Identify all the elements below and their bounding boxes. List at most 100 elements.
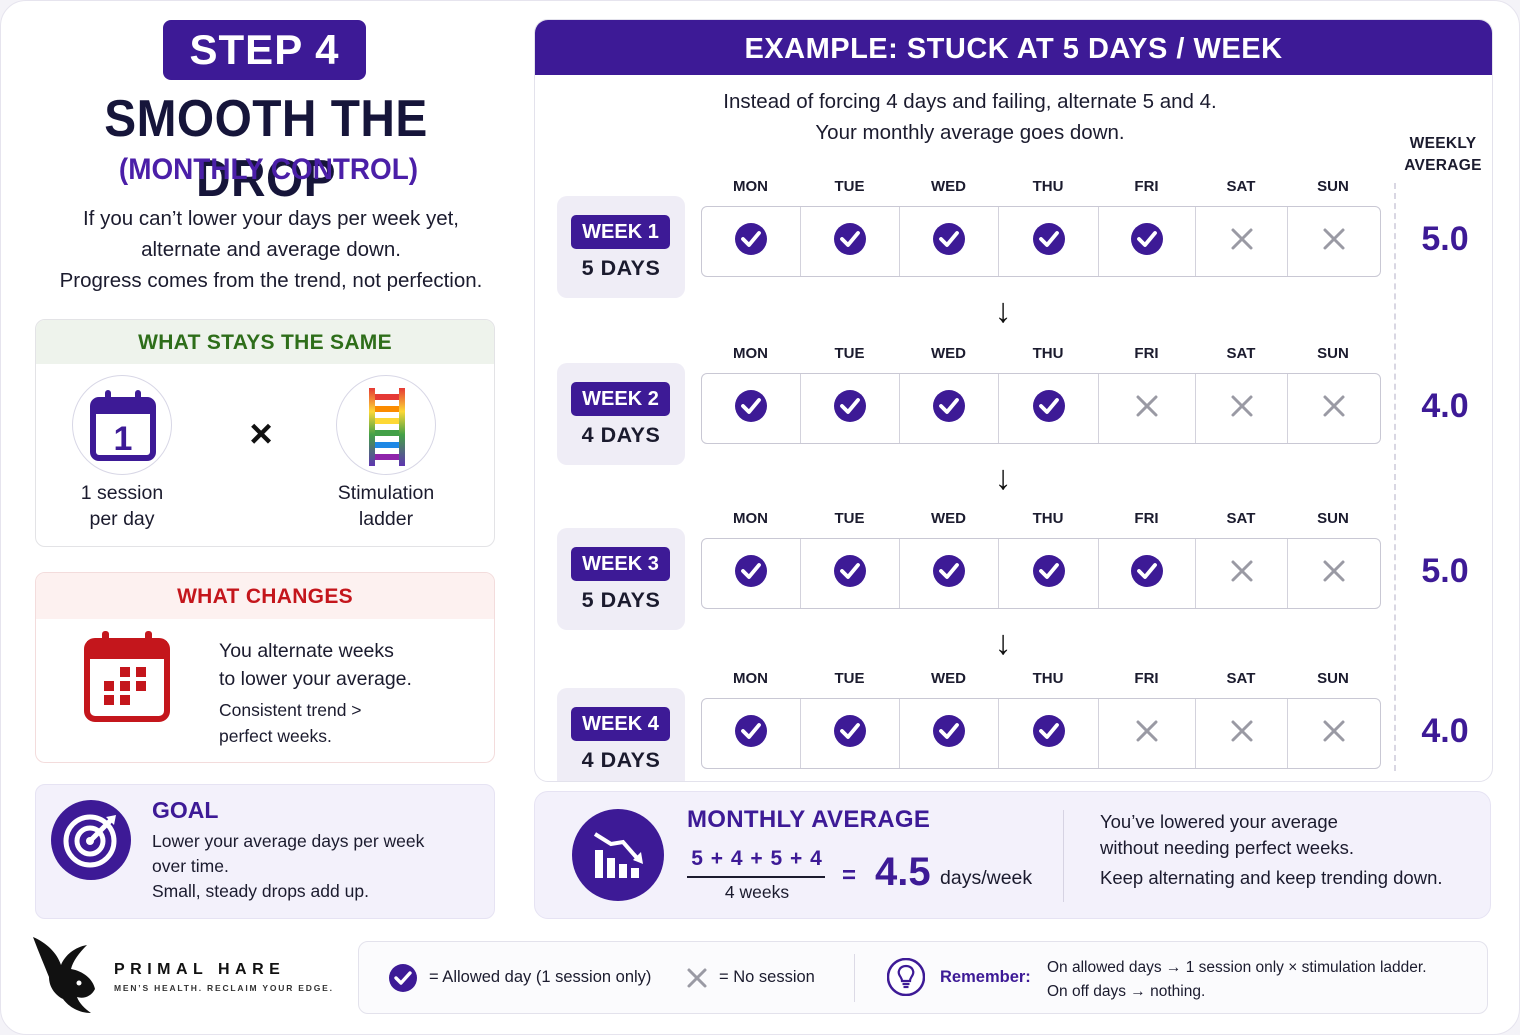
legend-divider — [854, 954, 855, 1002]
goal-line: over time. — [152, 856, 229, 876]
goal-text: Lower your average days per week over ti… — [152, 829, 482, 904]
legend-allowed-text: = Allowed day (1 session only) — [429, 968, 652, 986]
day-header: TUE — [834, 178, 865, 195]
monthly-text-line: without needing perfect weeks. — [1100, 837, 1355, 858]
check-circle-icon — [933, 223, 965, 260]
allowed-day-cell — [999, 374, 1099, 443]
monthly-average-card: MONTHLY AVERAGE 5 + 4 + 5 + 4 4 weeks = … — [534, 791, 1491, 919]
allowed-day-cell — [999, 539, 1099, 608]
calendar-day-number: 1 — [114, 420, 133, 458]
week-days-count: 4 DAYS — [581, 748, 661, 772]
weekly-average-label-line: WEEKLY — [1409, 135, 1477, 152]
monthly-average-heading: MONTHLY AVERAGE — [687, 806, 931, 833]
same-item-line: Stimulation — [337, 482, 435, 504]
no-session-cell — [1099, 699, 1196, 768]
allowed-day-cell — [702, 699, 801, 768]
remember-label: Remember: — [940, 968, 1031, 986]
page-subtitle: (MONTHLY CONTROL) — [118, 153, 419, 186]
average-divider — [1394, 183, 1396, 771]
cross-icon — [1230, 394, 1254, 423]
allowed-day-cell — [801, 539, 900, 608]
fraction-bar — [687, 876, 825, 878]
example-intro-line: Your monthly average goes down. — [815, 121, 1125, 144]
weekly-average-value: 5.0 — [1421, 552, 1469, 590]
intro-line: If you can’t lower your days per week ye… — [82, 207, 459, 230]
cross-icon — [1135, 394, 1159, 423]
monthly-text-line: You’ve lowered your average — [1100, 811, 1338, 832]
change-sub-text: Consistent trend > perfect weeks. — [219, 697, 479, 749]
cross-icon — [1322, 227, 1346, 256]
goal-heading: GOAL — [152, 797, 219, 823]
allowed-day-cell — [900, 699, 999, 768]
day-header: SAT — [1226, 345, 1256, 362]
same-item-ladder: Stimulation ladder — [306, 480, 466, 532]
no-session-cell — [1196, 539, 1288, 608]
allowed-day-cell — [900, 374, 999, 443]
no-session-cell — [1288, 539, 1380, 608]
example-intro-line: Instead of forcing 4 days and failing, a… — [723, 90, 1217, 113]
day-header: TUE — [834, 345, 865, 362]
day-header: FRI — [1134, 510, 1159, 527]
target-icon — [50, 799, 132, 886]
week-tag: WEEK 4 4 DAYS — [557, 688, 685, 781]
intro-text: If you can’t lower your days per week ye… — [31, 203, 511, 296]
fraction-denominator: 4 weeks — [724, 882, 790, 902]
check-circle-icon — [735, 715, 767, 752]
cross-icon — [1322, 394, 1346, 423]
weekly-average-label-line: AVERAGE — [1404, 157, 1482, 174]
check-circle-icon — [933, 555, 965, 592]
week-day-grid — [701, 698, 1381, 769]
same-item-line: 1 session — [80, 482, 164, 504]
check-circle-icon — [834, 715, 866, 752]
step-badge: STEP 4 — [163, 20, 366, 80]
fraction-numerator: 5 + 4 + 5 + 4 — [691, 847, 823, 870]
week-day-grid — [701, 206, 1381, 277]
day-header: SAT — [1226, 510, 1256, 527]
monthly-unit: days/week — [940, 867, 1033, 889]
remember-line: On allowed days → 1 session only × stimu… — [1047, 959, 1427, 976]
goal-line: Lower your average days per week — [152, 831, 425, 851]
cross-icon — [1230, 227, 1254, 256]
monthly-text: You’ve lowered your average without need… — [1100, 809, 1480, 861]
check-circle-icon — [1032, 223, 1065, 260]
weekly-average-value: 4.0 — [1421, 712, 1469, 750]
week-tag: WEEK 3 5 DAYS — [557, 528, 685, 630]
check-circle-icon — [933, 390, 965, 427]
calendar-one-icon: 1 — [72, 375, 172, 475]
check-circle-icon — [735, 390, 767, 427]
day-header: MON — [733, 510, 768, 527]
declining-chart-icon — [571, 808, 665, 907]
day-header: FRI — [1134, 178, 1159, 195]
weekly-average-value: 5.0 — [1421, 220, 1469, 258]
no-session-cell — [1099, 374, 1196, 443]
no-session-cell — [1196, 207, 1288, 276]
week-tag: WEEK 2 4 DAYS — [557, 363, 685, 465]
day-header: WED — [931, 178, 966, 195]
goal-card: GOAL Lower your average days per week ov… — [35, 784, 495, 919]
allowed-day-cell — [801, 207, 900, 276]
brand-name: PRIMAL HARE — [114, 961, 286, 978]
day-header: SUN — [1317, 178, 1349, 195]
allowed-day-cell — [1099, 207, 1196, 276]
day-header: SUN — [1317, 670, 1349, 687]
check-circle-icon — [389, 964, 417, 997]
allowed-day-cell — [702, 539, 801, 608]
check-circle-icon — [735, 223, 767, 260]
check-circle-icon — [834, 223, 866, 260]
cross-icon — [1322, 559, 1346, 588]
day-header: THU — [1032, 345, 1064, 362]
cross-icon — [1135, 719, 1159, 748]
remember-line: On off days → nothing. — [1047, 983, 1206, 1000]
no-session-cell — [1196, 699, 1288, 768]
week-days-count: 5 DAYS — [581, 256, 661, 280]
allowed-day-cell — [801, 374, 900, 443]
weekly-average-label: WEEKLY AVERAGE — [1398, 133, 1488, 177]
example-intro: Instead of forcing 4 days and failing, a… — [535, 86, 1405, 148]
week-days-count: 4 DAYS — [581, 423, 661, 447]
cross-icon — [1322, 719, 1346, 748]
what-stays-heading: WHAT STAYS THE SAME — [36, 320, 494, 364]
week-label: WEEK 2 — [571, 382, 670, 416]
brand-tagline: MEN’S HEALTH. RECLAIM YOUR EDGE. — [114, 983, 334, 993]
intro-line: Progress comes from the trend, not perfe… — [59, 269, 483, 292]
change-line: You alternate weeks — [219, 640, 394, 662]
